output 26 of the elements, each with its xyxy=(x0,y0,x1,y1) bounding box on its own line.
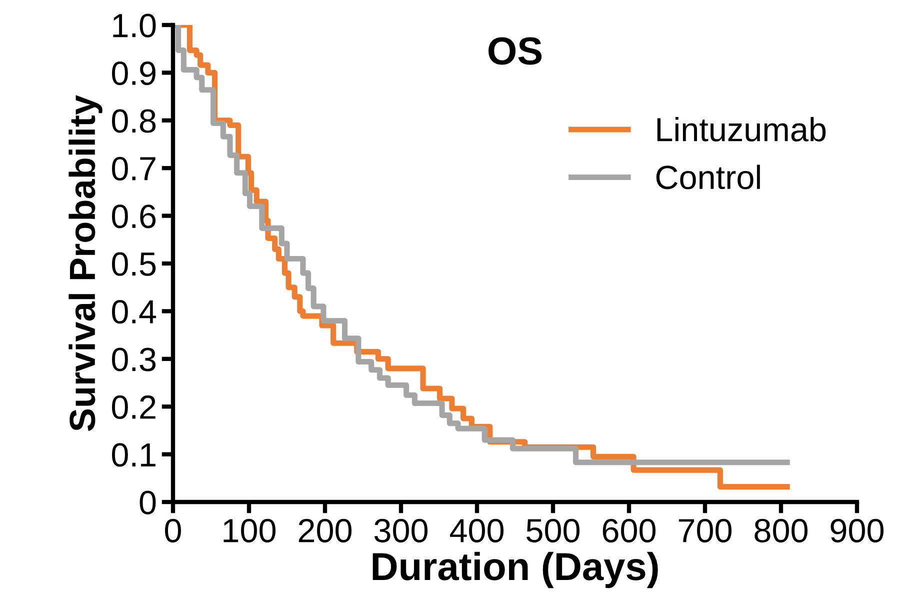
x-tick-label: 700 xyxy=(678,518,732,542)
y-tick-label: 0.6 xyxy=(112,204,156,228)
y-tick-label: 0 xyxy=(140,490,156,514)
x-tick-label: 200 xyxy=(298,518,352,542)
x-tick-label: 0 xyxy=(165,518,181,542)
x-tick-label: 800 xyxy=(754,518,808,542)
y-tick-label: 0.2 xyxy=(112,395,156,420)
y-tick-label: 0.1 xyxy=(112,443,156,467)
y-tick-label: 0.8 xyxy=(112,109,156,133)
y-tick-label: 0.3 xyxy=(112,348,156,372)
x-tick-label: 100 xyxy=(224,518,276,542)
x-tick-label: 900 xyxy=(830,518,884,542)
y-tick-label: 0.9 xyxy=(112,62,156,86)
y-axis-title: Survival Probability xyxy=(68,95,102,432)
legend-label: Control xyxy=(656,164,760,190)
chart-title: OS xyxy=(488,37,542,65)
y-tick-label: 0.4 xyxy=(112,300,156,324)
x-tick-label: 600 xyxy=(602,518,656,542)
x-tick-label: 400 xyxy=(450,518,504,542)
x-tick-label: 300 xyxy=(374,518,428,542)
y-tick-label: 0.7 xyxy=(112,156,156,181)
legend-label: Lintuzumab xyxy=(657,117,826,142)
x-tick-label: 500 xyxy=(526,518,580,542)
y-tick-label: 0.5 xyxy=(112,252,156,276)
x-axis-title: Duration (Days) xyxy=(372,552,658,588)
y-tick-label: 1.0 xyxy=(113,14,156,38)
